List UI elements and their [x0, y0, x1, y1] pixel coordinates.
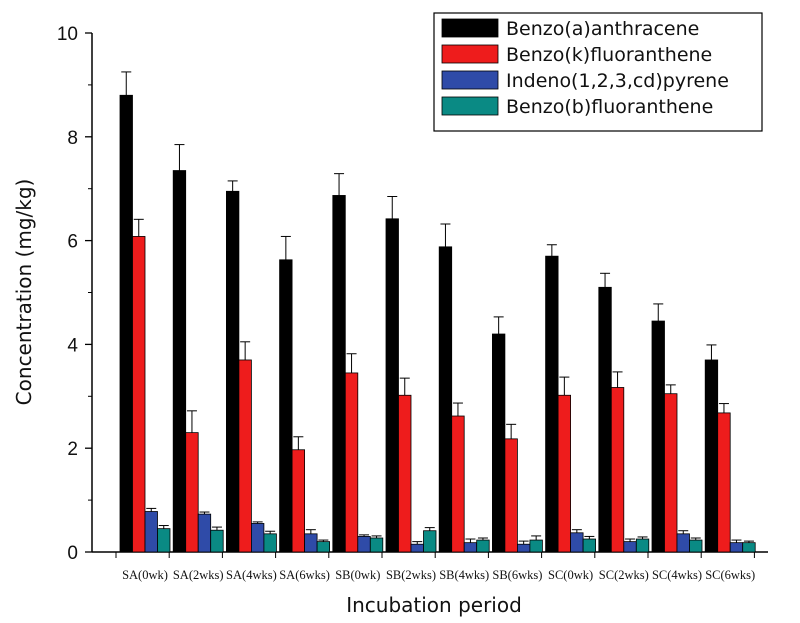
y-tick-label: 4 [67, 335, 78, 356]
legend-swatch [441, 44, 499, 64]
bar-2-SA(2wks) [185, 432, 199, 553]
x-tick-label: SA(0wk) [122, 568, 168, 582]
bar-2-SB(6wks) [504, 438, 518, 553]
bar-1-SA(0wk) [119, 94, 133, 553]
bar-4-SB(0wk) [369, 537, 384, 553]
y-tick-label: 6 [67, 232, 78, 253]
legend-swatch [441, 18, 499, 38]
bar-1-SA(4wks) [225, 190, 240, 553]
bar-3-SB(2wks) [410, 543, 424, 553]
bar-3-SB(4wks) [463, 542, 478, 553]
bar-2-SB(0wk) [344, 372, 359, 553]
bar-3-SC(0wk) [570, 532, 584, 553]
y-ticks: 0 2 4 6 8 10 [57, 24, 92, 564]
bar-2-SB(4wks) [451, 415, 465, 553]
y-tick-label: 0 [67, 543, 78, 564]
bar-2-SC(2wks) [610, 387, 625, 553]
y-tick-label: 8 [67, 128, 78, 149]
bar-3-SA(2wks) [197, 513, 212, 553]
x-tick-label: SB(0wk) [335, 568, 380, 582]
y-axis-title: Concentration (mg/kg) [12, 179, 36, 406]
x-tick-label: SB(4wks) [439, 568, 489, 582]
bar-4-SB(6wks) [529, 539, 543, 553]
bar-2-SA(4wks) [238, 359, 252, 553]
x-tick-label: SA(2wks) [173, 568, 224, 582]
bar-1-SB(6wks) [491, 333, 506, 553]
bar-1-SB(4wks) [438, 246, 453, 553]
bar-4-SA(4wks) [263, 533, 277, 553]
bar-2-SC(6wks) [717, 412, 731, 553]
bar-4-SA(2wks) [210, 529, 224, 553]
bar-4-SC(4wks) [689, 539, 703, 553]
x-tick-label: SB(2wks) [386, 568, 436, 582]
bar-3-SB(0wk) [357, 536, 371, 553]
bar-3-SA(4wks) [250, 523, 265, 553]
bar-1-SB(0wk) [332, 195, 346, 553]
bar-3-SA(0wk) [144, 511, 158, 553]
x-tick-label: SC(4wks) [652, 568, 702, 582]
bar-1-SC(2wks) [598, 286, 612, 553]
x-tick-label: SA(4wks) [226, 568, 277, 582]
x-tick-label: SC(6wks) [705, 568, 755, 582]
bar-3-SC(4wks) [676, 533, 690, 553]
x-tick-label: SA(6wks) [279, 568, 330, 582]
legend-swatch [441, 96, 499, 116]
bar-3-SA(6wks) [304, 533, 318, 553]
x-tick-label: SB(6wks) [492, 568, 542, 582]
bar-2-SB(2wks) [398, 394, 412, 553]
legend-items: Benzo(a)anthracene Benzo(k)fluoranthene In… [441, 18, 729, 118]
bar-4-SB(2wks) [423, 530, 437, 553]
bar-2-SC(4wks) [664, 393, 678, 553]
legend-label: Benzo(k)fluoranthene [506, 44, 712, 66]
bar-1-SA(6wks) [279, 259, 293, 553]
y-tick-label: 10 [57, 24, 78, 45]
bars-layer [119, 71, 756, 553]
bar-1-SC(0wk) [545, 255, 559, 553]
x-tick-label: SC(0wk) [548, 568, 593, 582]
bar-3-SB(6wks) [517, 543, 531, 553]
bar-3-SC(2wks) [623, 541, 637, 553]
bar-4-SC(2wks) [635, 538, 650, 553]
x-ticks: SA(0wk) SA(2wks) SA(4wks) SA(6wks) SB(0wk) SB… [115, 552, 755, 582]
bar-2-SA(6wks) [291, 449, 306, 553]
bar-4-SC(6wks) [742, 542, 756, 553]
legend: Benzo(a)anthracene Benzo(k)fluoranthene In… [433, 12, 763, 132]
bar-1-SA(2wks) [172, 170, 187, 553]
x-axis-title: Incubation period [346, 593, 522, 617]
bar-2-SA(0wk) [132, 236, 146, 553]
x-tick-label: SC(2wks) [599, 568, 649, 582]
legend-label: Benzo(a)anthracene [506, 18, 699, 40]
bar-1-SC(4wks) [651, 320, 665, 553]
legend-swatch [441, 70, 499, 90]
bar-4-SB(4wks) [476, 539, 490, 553]
bar-1-SB(2wks) [385, 218, 399, 553]
bar-4-SA(0wk) [157, 528, 171, 553]
bar-4-SA(6wks) [316, 541, 331, 553]
legend-label: Indeno(1,2,3,cd)pyrene [506, 70, 729, 92]
bar-1-SC(6wks) [704, 359, 719, 553]
y-tick-label: 2 [67, 439, 78, 460]
legend-label: Benzo(b)fluoranthene [506, 96, 713, 118]
bar-4-SC(0wk) [582, 538, 596, 553]
bar-3-SC(6wks) [729, 542, 744, 553]
bar-2-SC(0wk) [557, 394, 571, 553]
